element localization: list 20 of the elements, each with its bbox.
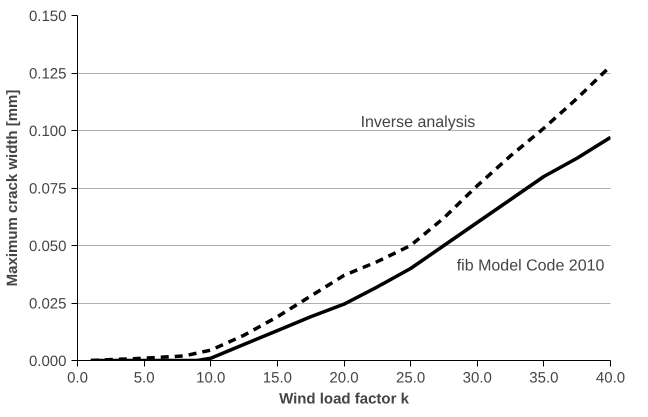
y-tick-label: 0.050 (28, 238, 67, 255)
x-tick-label: 10.0 (196, 370, 226, 386)
y-axis-title: Maximum crack width [mm] (4, 90, 21, 286)
y-tick-label: 0.025 (28, 296, 67, 312)
x-tick-label: 40.0 (596, 370, 626, 386)
x-axis-title: Wind load factor k (279, 390, 410, 408)
x-tick-label: 30.0 (462, 370, 492, 386)
text: Inverse analysis (360, 114, 476, 131)
y-tick-label: 0.150 (28, 8, 67, 25)
y-tick-label: 0.075 (28, 180, 67, 198)
y-tick-label: 0.125 (28, 66, 67, 82)
x-tick-label: 20.0 (329, 370, 359, 386)
x-tick-label: 15.0 (262, 370, 292, 386)
x-tick-label: 0.0 (67, 370, 88, 386)
series-label: fib Model Code 2010 (456, 258, 604, 274)
x-tick-label: 35.0 (529, 370, 558, 386)
y-tick-label: 0.100 (28, 123, 67, 140)
y-tick-label: 0.000 (28, 353, 67, 370)
x-tick-label: 25.0 (396, 370, 426, 386)
x-tick-label: 5.0 (134, 370, 155, 386)
